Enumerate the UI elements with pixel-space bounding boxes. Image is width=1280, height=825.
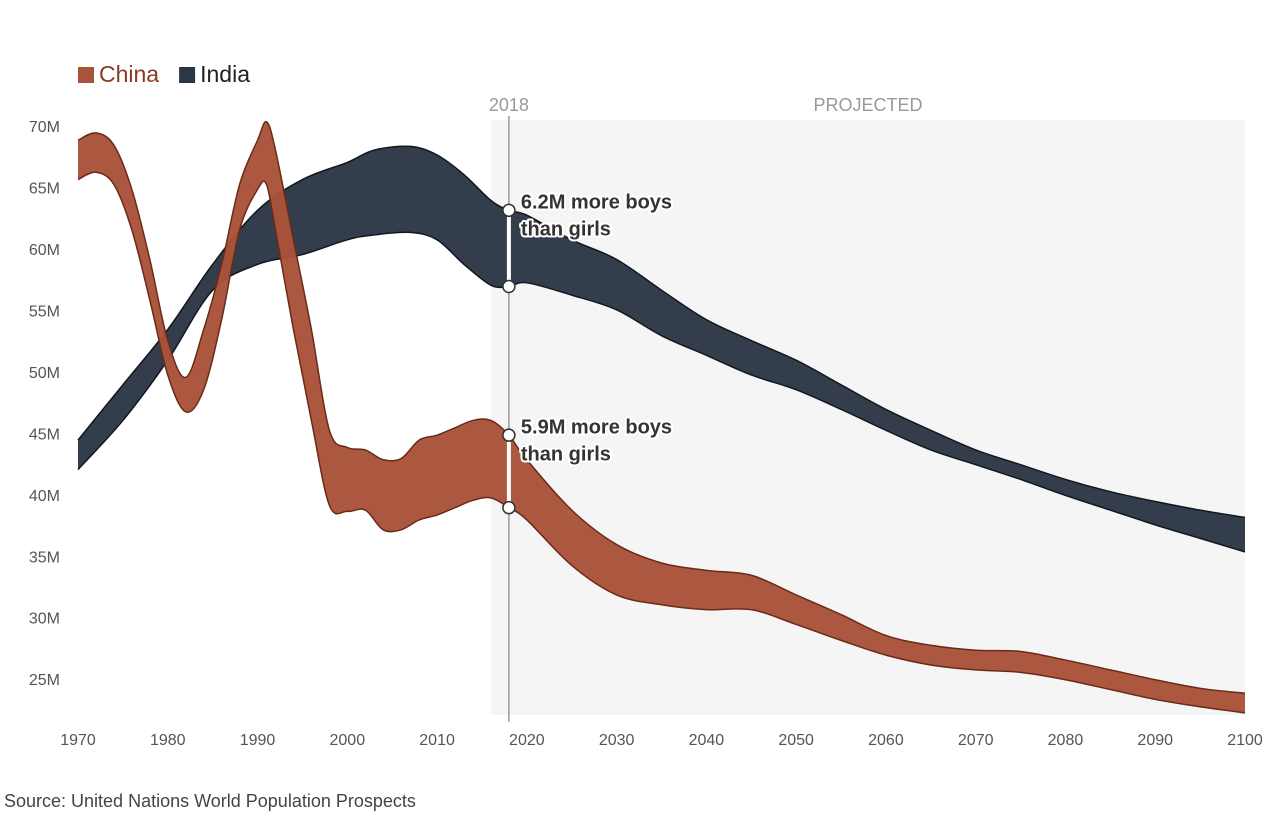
x-tick-label: 2070 xyxy=(958,732,994,749)
x-tick-label: 1990 xyxy=(240,732,276,749)
x-tick-label: 2010 xyxy=(419,732,455,749)
x-tick-label: 2030 xyxy=(599,732,635,749)
y-tick-label: 70M xyxy=(29,119,60,136)
annotation: 5.9M more boys xyxy=(521,416,672,438)
x-tick-label: 1970 xyxy=(60,732,96,749)
x-tick-label: 2090 xyxy=(1137,732,1173,749)
x-tick-label: 2060 xyxy=(868,732,904,749)
girls-marker xyxy=(502,279,516,294)
x-tick-label: 2040 xyxy=(689,732,725,749)
source-note: Source: United Nations World Population … xyxy=(4,791,416,811)
band-fill xyxy=(78,146,1245,552)
legend-swatch xyxy=(78,67,94,83)
y-tick-label: 35M xyxy=(29,549,60,566)
y-tick-label: 25M xyxy=(29,672,60,689)
boys-line xyxy=(77,120,1246,694)
legend-label: China xyxy=(99,61,159,87)
x-tick-label: 2050 xyxy=(778,732,814,749)
legend-swatch xyxy=(179,67,196,83)
y-tick-label: 30M xyxy=(29,611,60,628)
y-tick-label: 40M xyxy=(29,488,60,505)
y-tick-label: 65M xyxy=(29,181,60,198)
annotation: than girls xyxy=(521,443,611,465)
projected-label: PROJECTED xyxy=(813,95,922,115)
y-tick-label: 50M xyxy=(29,365,60,382)
x-tick-label: 2020 xyxy=(509,732,545,749)
boys-marker xyxy=(502,428,516,442)
reference-label: 2018 xyxy=(489,95,529,115)
girls-line xyxy=(77,171,1246,714)
y-tick-label: 60M xyxy=(29,242,60,259)
annotation: than girls xyxy=(521,219,611,241)
legend-label: India xyxy=(200,61,250,87)
y-tick-label: 45M xyxy=(29,426,60,443)
y-tick-label: 55M xyxy=(29,304,60,321)
x-tick-label: 2080 xyxy=(1048,732,1084,749)
x-tick-label: 2100 xyxy=(1227,732,1263,749)
annotation: 6.2M more boys xyxy=(521,192,672,214)
boys-marker xyxy=(502,203,516,218)
x-tick-label: 1980 xyxy=(150,732,186,749)
x-tick-label: 2000 xyxy=(330,732,366,749)
girls-marker xyxy=(502,500,516,515)
